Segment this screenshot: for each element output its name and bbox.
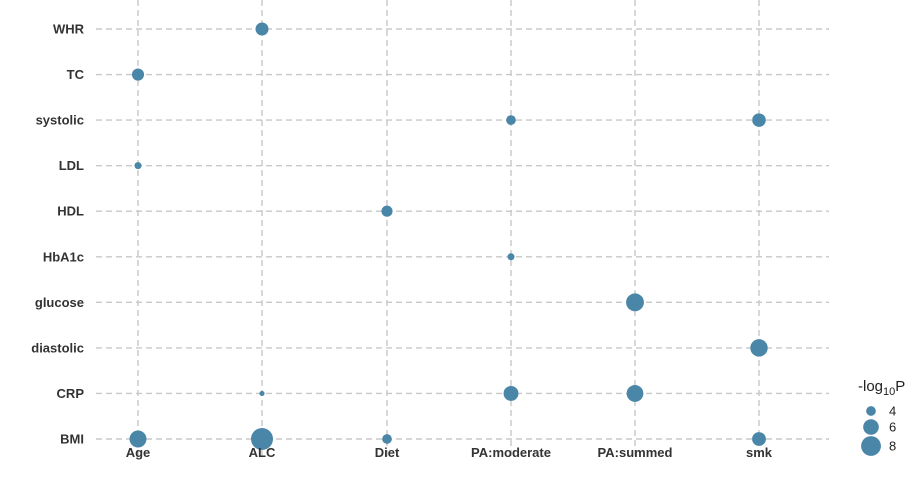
legend-title-sub: 10 <box>883 386 895 398</box>
y-tick-label-glucose: glucose <box>35 295 84 310</box>
x-tick-label-diet: Diet <box>375 445 400 460</box>
point-age-tc <box>131 68 145 81</box>
point-smk-bmi <box>752 432 766 446</box>
point-diet-bmi <box>382 434 392 444</box>
y-gridlines <box>96 28 829 440</box>
legend-label-8: 8 <box>889 439 896 454</box>
legend-title: -log10P <box>858 378 905 398</box>
x-tick-label-alc: ALC <box>249 445 276 460</box>
y-tick-label-bmi: BMI <box>60 432 84 447</box>
legend-title-main: -log <box>858 378 883 395</box>
legend-title-tail: P <box>895 378 905 395</box>
y-tick-label-systolic: systolic <box>36 113 84 128</box>
point-smk-diastolic <box>750 339 768 357</box>
x-tick-label-pa-summed: PA:summed <box>598 445 673 460</box>
legend-key-8 <box>861 436 881 456</box>
x-tick-label-smk: smk <box>746 445 773 460</box>
x-tick-labels: Age ALC Diet PA:moderate PA:summed smk <box>126 445 773 460</box>
y-tick-label-tc: TC <box>67 67 85 82</box>
x-gridlines <box>137 0 760 460</box>
y-tick-label-ldl: LDL <box>59 158 84 173</box>
point-pa-summed-glucose <box>626 293 644 312</box>
point-alc-crp <box>259 390 265 397</box>
data-points <box>129 22 768 450</box>
y-tick-label-whr: WHR <box>53 22 85 37</box>
y-tick-label-hdl: HDL <box>57 204 84 219</box>
point-age-bmi <box>129 430 147 448</box>
point-pa-moderate-systolic <box>506 115 516 125</box>
legend-key-6 <box>863 419 879 435</box>
y-tick-label-crp: CRP <box>57 386 85 401</box>
legend-label-4: 4 <box>889 404 896 419</box>
y-tick-label-diastolic: diastolic <box>31 340 84 355</box>
point-alc-whr <box>255 22 269 36</box>
point-smk-systolic <box>752 113 766 127</box>
x-tick-label-age: Age <box>126 445 151 460</box>
size-legend: -log10P 46 8 <box>858 378 905 456</box>
point-alc-bmi <box>251 428 273 450</box>
point-diet-hdl <box>381 205 393 217</box>
point-pa-moderate-crp <box>503 386 519 401</box>
x-tick-label-pa-moderate: PA:moderate <box>471 445 551 460</box>
y-tick-labels: BMI CRP diastolic glucose HbA1c HDL LDL systoli… <box>31 22 84 447</box>
legend-key-4 <box>866 406 876 416</box>
point-pa-moderate-hba1c <box>507 253 515 261</box>
point-age-ldl <box>134 162 142 170</box>
y-tick-label-hba1c: HbA1c <box>43 249 84 264</box>
point-pa-summed-crp <box>626 385 644 402</box>
legend-label-6: 6 <box>889 420 896 435</box>
